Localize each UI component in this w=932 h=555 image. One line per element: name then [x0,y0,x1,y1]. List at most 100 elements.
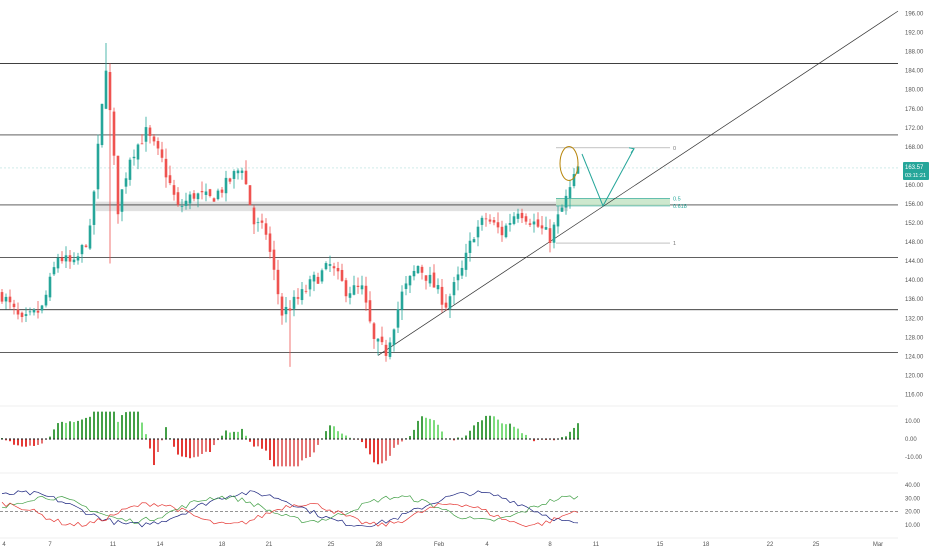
histogram-zero-dot [321,438,323,440]
histogram-bar [397,439,399,445]
histogram-zero-dot [61,438,63,440]
candle-body [276,269,280,295]
histogram-zero-dot [253,438,255,440]
candle-body [108,72,112,111]
histogram-zero-dot [309,438,311,440]
histogram-bar [525,434,527,439]
candle-body [288,308,292,311]
candle-body [516,213,520,219]
histogram-bar [441,431,443,439]
histogram-zero-dot [501,438,503,440]
candle-body [468,240,472,253]
candle-body [432,272,436,288]
histogram-zero-dot [445,438,447,440]
y-tick-label: 124.00 [905,354,924,360]
candle-body [100,103,104,146]
candle-body [396,309,400,328]
histogram-zero-dot [417,438,419,440]
candle-body [128,159,132,180]
candle-body [476,226,480,238]
candle-body [16,309,20,315]
histogram-bar [269,439,271,461]
histogram-zero-dot [441,438,443,440]
histogram-zero-dot [349,438,351,440]
candle-body [144,127,148,142]
dmi-series-line [1,490,579,528]
candle-body [380,336,384,343]
histogram-bar [125,412,127,439]
candle-body [392,329,396,346]
y-tick-label: 196.00 [905,12,924,18]
candle-body [76,256,80,261]
y-tick-label: 172.00 [905,126,924,132]
fib-golden-zone [556,198,670,206]
histogram-zero-dot [301,438,303,440]
histogram-bar [41,439,43,444]
histogram-bar [49,436,51,439]
histogram-bar [25,439,27,447]
candle-body [376,338,380,342]
candle-body [540,225,544,229]
candle-body [488,219,492,222]
histogram-zero-dot [141,438,143,440]
fib-level-label: 0 [673,146,676,152]
candle-body [564,195,568,208]
histogram-zero-dot [281,438,283,440]
histogram-bar [13,439,15,445]
candle-body [568,187,572,199]
histogram-zero-dot [541,438,543,440]
histogram-zero-dot [341,438,343,440]
candle-body [4,296,8,302]
histogram-bar [425,417,427,439]
candle-body [268,233,272,252]
histogram-zero-dot [497,438,499,440]
histogram-bar [381,439,383,464]
histogram-zero-dot [77,438,79,440]
x-tick-label: 8 [548,542,552,548]
histogram-zero-dot [129,438,131,440]
candle-body [416,265,420,274]
histogram-zero-dot [113,438,115,440]
histogram-bar [117,421,119,439]
candle-body [0,292,4,302]
histogram-bar [561,437,563,439]
candle-body [548,228,552,244]
histogram-zero-dot [37,438,39,440]
y-tick-label: 180.00 [905,88,924,94]
histogram-zero-dot [257,438,259,440]
candle-body [448,296,452,309]
histogram-bar [85,417,87,439]
histogram-zero-dot [325,438,327,440]
histogram-zero-dot [65,438,67,440]
candle-body [240,170,244,173]
candle-body [168,175,172,184]
histogram-bar [185,439,187,458]
histogram-zero-dot [509,438,511,440]
histogram-zero-dot [165,438,167,440]
candle-body [232,171,236,179]
histogram-zero-dot [157,438,159,440]
candle-body [156,141,160,149]
histogram-bar [157,439,159,452]
candle-body [112,111,116,156]
histogram-bar [385,439,387,461]
histogram-zero-dot [461,438,463,440]
histogram-bar [473,425,475,439]
candle-body [280,296,284,316]
histogram-bar [573,427,575,439]
histogram-zero-dot [121,438,123,440]
candle-body [360,285,364,290]
histogram-zero-dot [13,438,15,440]
histogram-bar [73,422,75,439]
histogram-bar [313,439,315,453]
candle-body [528,223,532,225]
x-tick-label: 21 [266,542,273,548]
histogram-zero-dot [161,438,163,440]
x-tick-label: 18 [219,542,226,548]
histogram-bar [181,439,183,457]
histogram-bar [237,431,239,439]
histogram-zero-dot [229,438,231,440]
candle-body [504,225,508,238]
